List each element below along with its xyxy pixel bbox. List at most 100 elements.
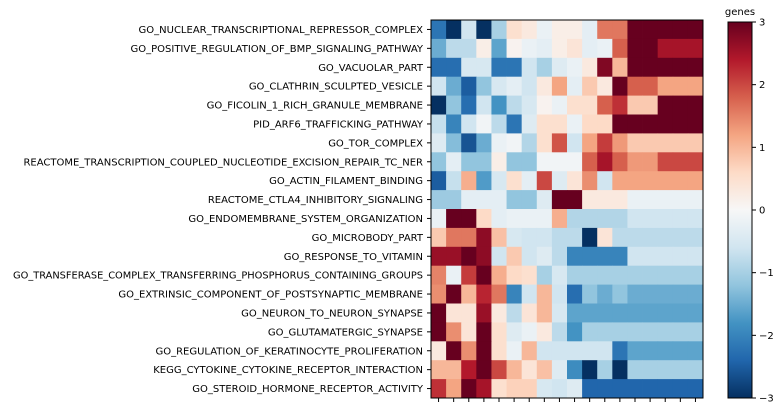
heatmap-cell xyxy=(672,95,689,115)
heatmap-cell xyxy=(431,95,447,115)
heatmap-cell xyxy=(597,190,613,210)
heatmap-cell xyxy=(431,57,447,78)
heatmap-cells xyxy=(431,20,704,399)
heatmap-cell xyxy=(476,171,492,191)
heatmap-cell xyxy=(597,20,613,40)
heatmap-cell xyxy=(627,246,643,267)
heatmap-cell xyxy=(612,76,628,96)
heatmap-cell xyxy=(506,322,523,342)
heatmap-cell xyxy=(657,133,674,153)
heatmap-cell xyxy=(551,379,568,399)
heatmap-cell xyxy=(446,114,462,134)
heatmap-cell xyxy=(627,379,643,399)
heatmap-cell xyxy=(506,284,523,304)
colorbar-tick-label: 3 xyxy=(759,18,765,29)
heatmap-cell xyxy=(657,152,674,172)
row-label: GO_FICOLIN_1_RICH_GRANULE_MEMBRANE xyxy=(207,101,423,112)
heatmap-cell xyxy=(491,360,507,380)
heatmap-cell xyxy=(642,303,659,323)
heatmap-cell xyxy=(521,360,538,380)
heatmap-cell xyxy=(687,303,704,323)
heatmap-cell xyxy=(597,95,613,115)
heatmap-cell xyxy=(521,246,538,267)
heatmap-cell xyxy=(446,379,462,399)
heatmap-cell xyxy=(687,360,704,380)
heatmap-cell xyxy=(521,20,538,40)
heatmap-cell xyxy=(567,227,583,248)
heatmap-cell xyxy=(642,57,659,78)
heatmap-cell xyxy=(687,152,704,172)
heatmap-cell xyxy=(687,20,704,40)
heatmap-cell xyxy=(461,57,477,78)
heatmap-cell xyxy=(567,190,583,210)
heatmap-cell xyxy=(642,171,659,191)
heatmap-cell xyxy=(491,284,507,304)
heatmap-cell xyxy=(551,322,568,342)
heatmap-cell xyxy=(506,227,523,248)
heatmap-cell xyxy=(612,133,628,153)
heatmap-cell xyxy=(582,20,598,40)
heatmap-cell xyxy=(521,76,538,96)
heatmap-cell xyxy=(597,379,613,399)
heatmap-cell xyxy=(597,246,613,267)
row-labels: GO_NUCLEAR_TRANSCRIPTIONAL_REPRESSOR_COM… xyxy=(13,25,431,395)
heatmap-cell xyxy=(476,322,492,342)
heatmap-cell xyxy=(567,152,583,172)
heatmap-cell xyxy=(597,57,613,78)
colorbar-tick-label: 0 xyxy=(759,206,765,217)
heatmap-cell xyxy=(657,20,674,40)
heatmap-cell xyxy=(672,209,689,229)
heatmap-cell xyxy=(461,209,477,229)
heatmap-cell xyxy=(491,76,507,96)
heatmap-cell xyxy=(431,20,447,40)
colorbar-tick-label: −1 xyxy=(759,268,774,279)
heatmap-cell xyxy=(431,209,447,229)
heatmap-cell xyxy=(612,303,628,323)
heatmap-cell xyxy=(506,190,523,210)
heatmap-cell xyxy=(627,57,643,78)
heatmap-cell xyxy=(506,265,523,285)
heatmap-cell xyxy=(657,322,674,342)
heatmap-cell xyxy=(536,57,553,78)
heatmap-cell xyxy=(491,190,507,210)
heatmap-cell xyxy=(687,227,704,248)
heatmap-cell xyxy=(536,133,553,153)
heatmap-cell xyxy=(446,95,462,115)
heatmap-cell xyxy=(582,227,598,248)
heatmap-cell xyxy=(521,152,538,172)
heatmap-cell xyxy=(567,95,583,115)
heatmap-cell xyxy=(431,322,447,342)
heatmap-cell xyxy=(687,57,704,78)
heatmap-cell xyxy=(687,209,704,229)
heatmap-cell xyxy=(521,95,538,115)
heatmap-cell xyxy=(657,246,674,267)
heatmap-cell xyxy=(491,341,507,361)
heatmap-cell xyxy=(491,265,507,285)
heatmap-cell xyxy=(627,171,643,191)
heatmap-cell xyxy=(582,190,598,210)
heatmap-cell xyxy=(612,227,628,248)
heatmap-cell xyxy=(672,227,689,248)
heatmap-cell xyxy=(476,76,492,96)
heatmap-cell xyxy=(461,171,477,191)
heatmap-cell xyxy=(431,379,447,399)
heatmap-cell xyxy=(446,38,462,59)
heatmap-cell xyxy=(461,284,477,304)
heatmap-cell xyxy=(642,152,659,172)
heatmap-cell xyxy=(446,341,462,361)
row-label: GO_ACTIN_FILAMENT_BINDING xyxy=(269,176,423,187)
heatmap-cell xyxy=(461,95,477,115)
heatmap-cell xyxy=(672,246,689,267)
heatmap-cell xyxy=(431,227,447,248)
heatmap-cell xyxy=(567,284,583,304)
heatmap-cell xyxy=(657,57,674,78)
row-label: GO_NUCLEAR_TRANSCRIPTIONAL_REPRESSOR_COM… xyxy=(139,25,424,36)
heatmap-cell xyxy=(506,341,523,361)
heatmap-cell xyxy=(551,190,568,210)
heatmap-cell xyxy=(431,76,447,96)
heatmap-cell xyxy=(461,38,477,59)
heatmap-cell xyxy=(536,171,553,191)
heatmap-cell xyxy=(642,322,659,342)
heatmap-cell xyxy=(657,190,674,210)
heatmap-cell xyxy=(642,114,659,134)
